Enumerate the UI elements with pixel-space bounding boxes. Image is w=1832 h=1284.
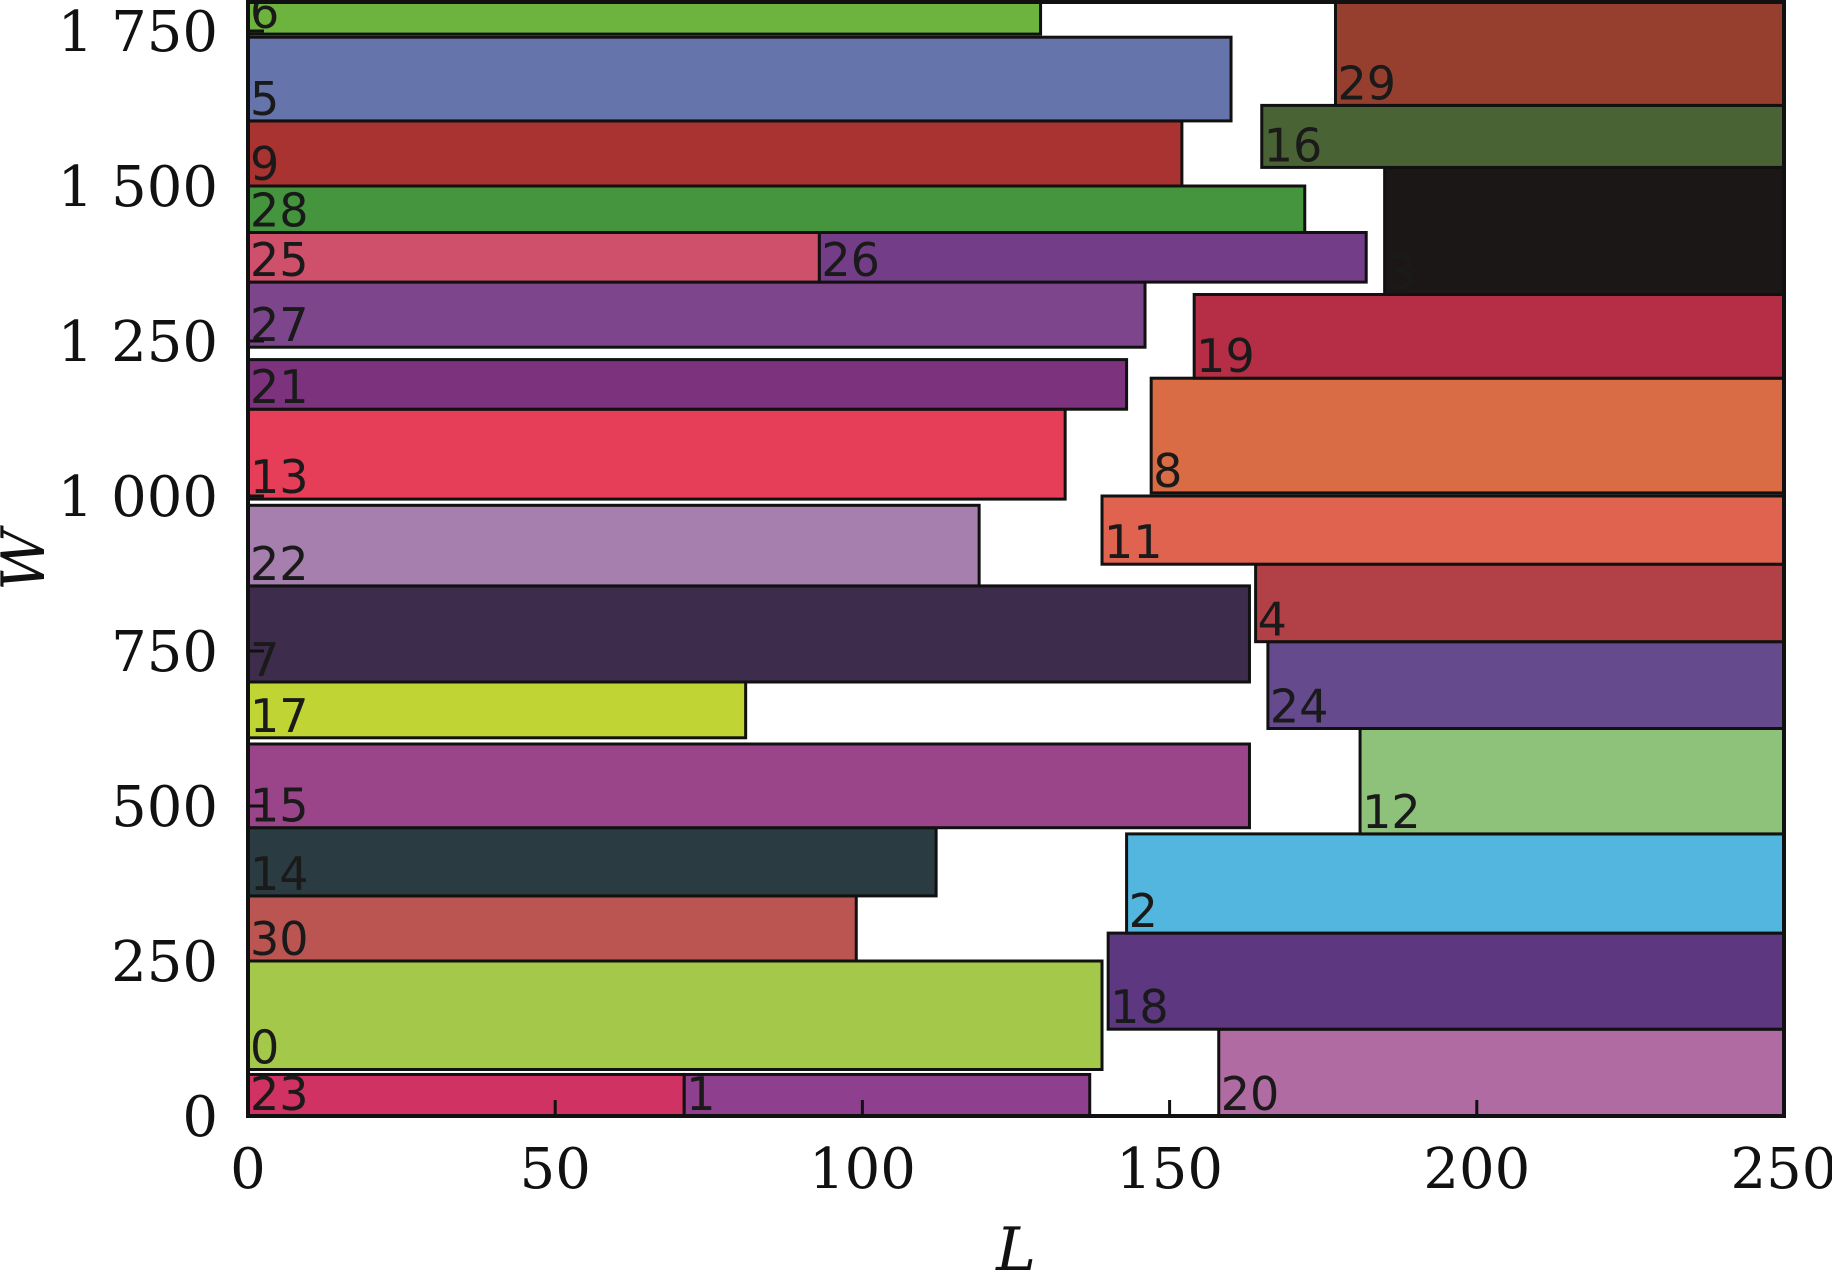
rectangle-label: 14 [250, 847, 309, 901]
rectangle-23 [246, 1072, 686, 1118]
rectangle-label: 9 [250, 137, 279, 191]
y-tick-label: 1 500 [58, 155, 218, 220]
y-tick-label: 750 [111, 620, 218, 685]
rectangle-8 [1149, 376, 1786, 495]
rectangle-27 [246, 280, 1147, 349]
rectangle-label: 18 [1110, 980, 1169, 1034]
rectangle-label: 4 [1258, 593, 1287, 647]
rectangle-19 [1192, 293, 1786, 380]
rectangle-label: 3 [1387, 246, 1416, 300]
rectangles-layer [246, 0, 1786, 1118]
rectangle-1 [682, 1072, 1092, 1118]
x-tick-label: 100 [809, 1137, 916, 1202]
rectangle-22 [246, 503, 981, 588]
rectangle-21 [246, 358, 1129, 411]
y-tick-label: 1 250 [58, 310, 218, 375]
rectangle-label: 22 [250, 537, 309, 591]
rectangle-label: 24 [1270, 680, 1329, 734]
rectangle-26 [817, 231, 1368, 284]
rectangle-16 [1260, 103, 1786, 169]
rectangle-4 [1254, 562, 1786, 644]
y-tick-label: 0 [182, 1085, 218, 1150]
rectangle-15 [246, 742, 1251, 830]
y-axis-title: W [0, 525, 59, 591]
rectangle-label: 5 [250, 72, 279, 126]
y-tick-label: 1 000 [58, 465, 218, 530]
rectangle-label: 23 [250, 1067, 309, 1121]
rectangle-label: 2 [1129, 884, 1158, 938]
rectangle-28 [246, 184, 1307, 234]
rectangle-label: 8 [1153, 444, 1182, 498]
rectangle-14 [246, 826, 938, 898]
rectangle-18 [1106, 931, 1786, 1031]
rectangle-label: 27 [250, 298, 309, 352]
rectangle-20 [1217, 1027, 1786, 1118]
rectangle-label: 28 [250, 184, 309, 238]
rectangle-9 [246, 119, 1184, 188]
x-tick-label: 0 [230, 1137, 266, 1202]
rectangle-25 [246, 231, 821, 284]
x-tick-label: 200 [1423, 1137, 1530, 1202]
y-tick-label: 500 [111, 775, 218, 840]
rectangle-label: 20 [1221, 1067, 1280, 1121]
rectangle-label: 21 [250, 360, 309, 414]
rectangle-6 [246, 0, 1043, 36]
x-tick-label: 50 [520, 1137, 591, 1202]
rectangle-label: 7 [250, 633, 279, 687]
rectangle-label: 0 [250, 1021, 279, 1075]
rectangle-2 [1125, 832, 1786, 935]
rectangle-30 [246, 894, 858, 963]
rectangle-label: 16 [1264, 118, 1323, 172]
plot-frame [246, 0, 1786, 1118]
rectangle-label: 19 [1196, 329, 1255, 383]
x-tick-label: 250 [1731, 1137, 1832, 1202]
x-axis-title: L [995, 1215, 1036, 1284]
rectangle-13 [246, 407, 1067, 501]
rectangle-17 [246, 680, 748, 740]
rectangle-5 [246, 35, 1233, 123]
rectangle-label: 1 [686, 1067, 715, 1121]
rectangle-label: 6 [250, 0, 279, 39]
y-tick-label: 1 750 [58, 0, 218, 65]
rectangle-label: 26 [821, 233, 880, 287]
y-tick-label: 250 [111, 930, 218, 995]
rectangle-11 [1100, 494, 1786, 566]
rectangle-24 [1266, 640, 1786, 731]
rectangle-3 [1383, 165, 1786, 296]
x-tick-label: 150 [1116, 1137, 1223, 1202]
rectangle-29 [1333, 0, 1786, 107]
rectangle-12 [1358, 727, 1786, 836]
rectangle-label: 29 [1337, 56, 1396, 110]
rectangle-label: 30 [250, 912, 309, 966]
rectangle-label: 12 [1362, 785, 1421, 839]
rectangle-label: 17 [250, 689, 309, 743]
rectangle-0 [246, 959, 1104, 1071]
rectangle-label: 11 [1104, 515, 1163, 569]
rectangle-7 [246, 584, 1251, 684]
rectangle-label: 25 [250, 233, 309, 287]
